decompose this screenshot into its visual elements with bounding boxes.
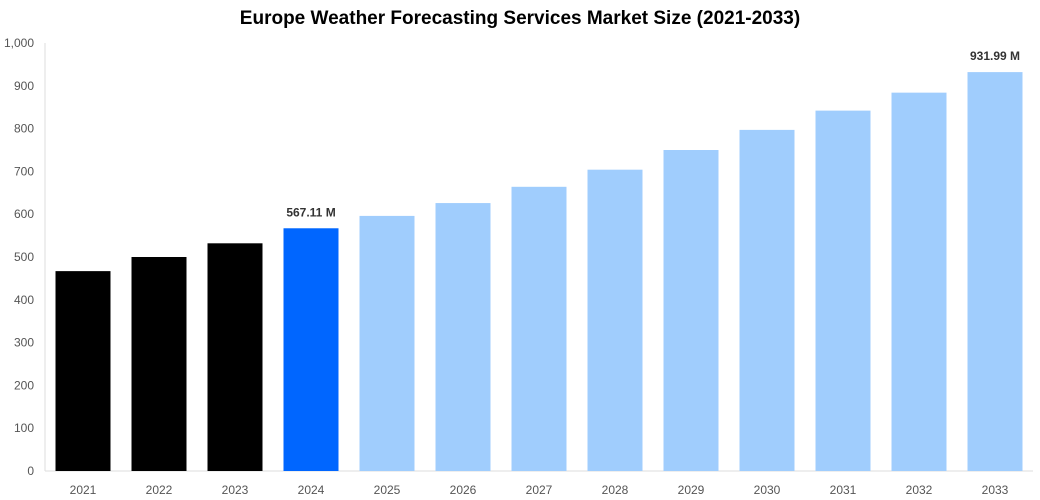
bar-2030 [739,129,795,471]
y-tick-label: 800 [14,122,34,136]
x-tick-label: 2021 [70,483,97,497]
y-tick-label: 100 [14,421,34,435]
bar-2021 [55,271,111,471]
y-tick-label: 300 [14,336,34,350]
bar-2025 [359,215,415,471]
y-tick-label: 500 [14,250,34,264]
bar-2023 [207,243,263,471]
x-tick-label: 2022 [146,483,173,497]
y-tick-label: 600 [14,207,34,221]
bar-2022 [131,257,187,471]
bar-2024 [283,228,339,471]
bar-2026 [435,203,491,471]
y-tick-label: 1,000 [4,36,34,50]
bar-2032 [891,92,947,471]
bar-2031 [815,110,871,472]
bar-2033 [967,72,1023,471]
x-tick-label: 2032 [906,483,933,497]
y-tick-label: 200 [14,378,34,392]
x-tick-label: 2029 [678,483,705,497]
y-tick-label: 900 [14,79,34,93]
data-label: 931.99 M [970,49,1020,63]
x-tick-label: 2027 [526,483,553,497]
x-tick-label: 2028 [602,483,629,497]
bar-2027 [511,186,567,472]
x-tick-label: 2025 [374,483,401,497]
x-tick-label: 2033 [982,483,1009,497]
x-tick-label: 2024 [298,483,325,497]
x-tick-label: 2023 [222,483,249,497]
y-tick-label: 0 [27,464,34,478]
data-label: 567.11 M [286,205,335,219]
chart-title: Europe Weather Forecasting Services Mark… [239,8,801,29]
bar-2028 [587,169,643,472]
y-tick-label: 700 [14,164,34,178]
x-tick-label: 2031 [830,483,857,497]
x-tick-label: 2030 [754,483,781,497]
x-tick-label: 2026 [450,483,477,497]
bar-2029 [663,150,719,471]
y-tick-label: 400 [14,293,34,307]
